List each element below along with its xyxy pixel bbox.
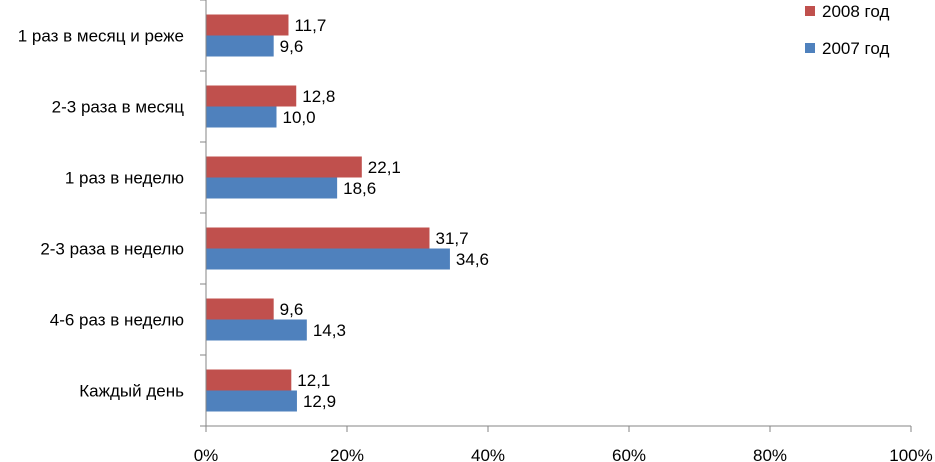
x-tick-label: 0% <box>194 446 219 462</box>
data-label: 22,1 <box>368 158 401 177</box>
data-label: 18,6 <box>343 179 376 198</box>
labels: 11,7 9,6 1 раз в месяц и реже 12,8 10,0 2-3 р… <box>18 16 933 462</box>
category-label: 2-3 раза в неделю <box>40 240 184 259</box>
bar-series-a <box>206 85 297 107</box>
bar-series-a <box>206 156 362 178</box>
bar-series-a <box>206 227 430 249</box>
category-label: 1 раз в месяц и реже <box>18 27 184 46</box>
bar-series-b <box>206 248 450 270</box>
bar-series-a <box>206 14 289 36</box>
bar-series-b <box>206 35 274 57</box>
legend: 2008 год 2007 год <box>805 2 889 58</box>
bar-series-b <box>206 319 307 341</box>
bar-series-b <box>206 106 277 128</box>
legend-swatch <box>805 6 815 16</box>
data-label: 14,3 <box>313 321 346 340</box>
category-label: 1 раз в неделю <box>65 169 184 188</box>
data-label: 12,8 <box>302 87 335 106</box>
axes <box>200 0 912 432</box>
x-tick-label: 60% <box>612 446 646 462</box>
category-label: 4-6 раз в неделю <box>50 311 184 330</box>
data-label: 12,9 <box>303 392 336 411</box>
bars <box>206 14 450 412</box>
data-label: 12,1 <box>297 371 330 390</box>
category-label: Каждый день <box>79 382 184 401</box>
x-tick-label: 100% <box>889 446 932 462</box>
x-tick-label: 20% <box>330 446 364 462</box>
legend-swatch <box>805 43 815 53</box>
data-label: 10,0 <box>283 108 316 127</box>
data-label: 9,6 <box>280 300 304 319</box>
bar-series-b <box>206 390 297 412</box>
bar-series-b <box>206 177 338 199</box>
x-tick-label: 80% <box>753 446 787 462</box>
bar-series-a <box>206 298 274 320</box>
category-label: 2-3 раза в месяц <box>52 98 185 117</box>
data-label: 31,7 <box>435 229 468 248</box>
bar-series-a <box>206 369 292 391</box>
x-tick-label: 40% <box>471 446 505 462</box>
data-label: 34,6 <box>456 250 489 269</box>
data-label: 9,6 <box>280 37 304 56</box>
data-label: 11,7 <box>294 16 326 35</box>
legend-label: 2008 год <box>822 2 889 21</box>
legend-label: 2007 год <box>822 39 889 58</box>
